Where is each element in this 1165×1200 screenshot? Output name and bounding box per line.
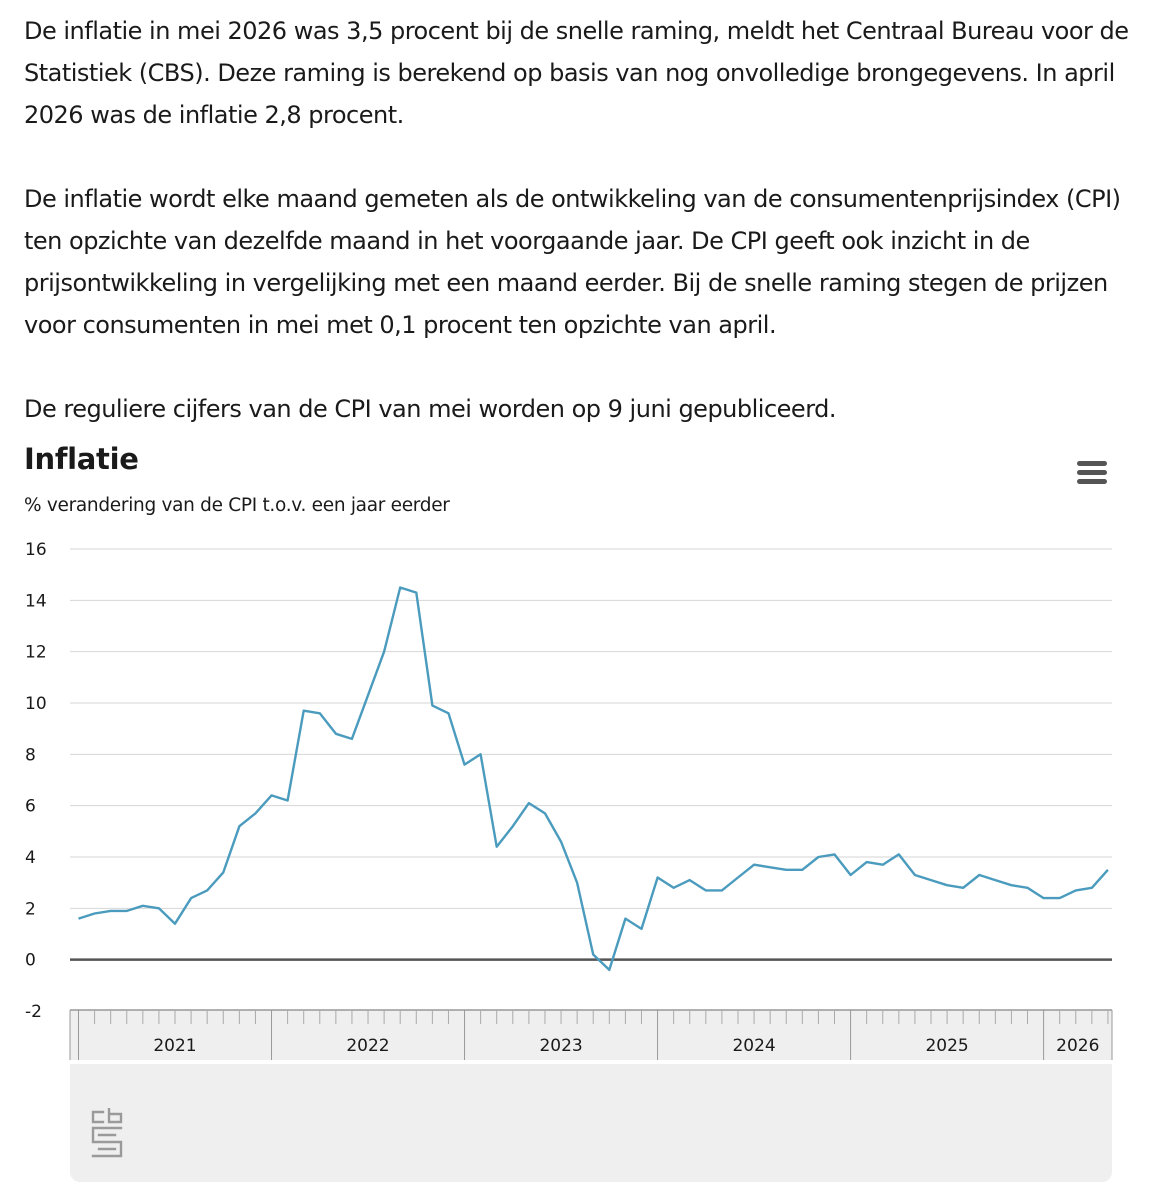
article-paragraph-1: De inflatie in mei 2026 was 3,5 procent … <box>24 17 1129 129</box>
y-tick-label: 6 <box>25 797 36 817</box>
x-tick-label: 2024 <box>732 1036 775 1056</box>
hamburger-menu-icon <box>1077 461 1107 484</box>
data-point[interactable] <box>880 862 886 868</box>
data-point[interactable] <box>992 877 998 883</box>
x-tick-label: 2021 <box>153 1036 196 1056</box>
data-point[interactable] <box>172 921 178 927</box>
cbs-logo-icon <box>91 1108 123 1158</box>
data-point[interactable] <box>397 585 403 591</box>
data-point[interactable] <box>76 916 82 922</box>
data-point[interactable] <box>269 792 275 798</box>
data-point[interactable] <box>622 916 628 922</box>
x-tick-label: 2023 <box>539 1036 582 1056</box>
data-point[interactable] <box>558 839 564 845</box>
data-point[interactable] <box>848 872 854 878</box>
x-tick-label: 2025 <box>925 1036 968 1056</box>
data-point[interactable] <box>542 810 548 816</box>
y-axis-ticks: -2 0 2 4 6 8 10 12 14 16 <box>25 540 47 1022</box>
data-point[interactable] <box>1089 885 1095 891</box>
data-point[interactable] <box>188 895 194 901</box>
data-point[interactable] <box>140 903 146 909</box>
data-point[interactable] <box>719 887 725 893</box>
data-point[interactable] <box>864 859 870 865</box>
x-axis: 2021 2022 2023 2024 2025 2026 <box>69 1009 1113 1060</box>
grid-lines <box>70 548 1112 961</box>
x-tick-label: 2026 <box>1056 1036 1099 1056</box>
y-tick-label: -2 <box>25 1002 42 1022</box>
data-point[interactable] <box>301 708 307 714</box>
article-body: De inflatie in mei 2026 was 3,5 procent … <box>24 10 1149 472</box>
chart-subtitle: % verandering van de CPI t.o.v. een jaar… <box>24 495 450 516</box>
data-point[interactable] <box>687 877 693 883</box>
data-point[interactable] <box>735 875 741 881</box>
data-point[interactable] <box>1041 895 1047 901</box>
data-point[interactable] <box>333 731 339 737</box>
chart-menu-button[interactable] <box>1074 458 1110 488</box>
data-point[interactable] <box>156 905 162 911</box>
data-point[interactable] <box>815 854 821 860</box>
y-tick-label: 8 <box>25 745 36 765</box>
y-tick-label: 10 <box>25 694 47 714</box>
data-point[interactable] <box>236 823 242 829</box>
data-point[interactable] <box>124 908 130 914</box>
series-line <box>78 586 1109 972</box>
data-point[interactable] <box>703 887 709 893</box>
data-point[interactable] <box>381 649 387 655</box>
data-point[interactable] <box>252 810 258 816</box>
data-point[interactable] <box>204 887 210 893</box>
data-point[interactable] <box>494 844 500 850</box>
data-point[interactable] <box>1105 867 1111 873</box>
data-point[interactable] <box>590 952 596 958</box>
data-point[interactable] <box>349 736 355 742</box>
data-point[interactable] <box>1073 887 1079 893</box>
data-point[interactable] <box>944 882 950 888</box>
y-tick-label: 0 <box>25 951 36 971</box>
data-point[interactable] <box>526 800 532 806</box>
series-layer <box>76 585 1111 973</box>
data-point[interactable] <box>751 862 757 868</box>
data-point[interactable] <box>1025 885 1031 891</box>
y-tick-label: 2 <box>25 899 36 919</box>
data-point[interactable] <box>912 872 918 878</box>
data-point[interactable] <box>832 851 838 857</box>
data-point[interactable] <box>896 851 902 857</box>
data-point[interactable] <box>767 864 773 870</box>
data-point[interactable] <box>478 751 484 757</box>
data-point[interactable] <box>655 875 661 881</box>
data-point[interactable] <box>799 867 805 873</box>
data-point[interactable] <box>960 885 966 891</box>
data-point[interactable] <box>783 867 789 873</box>
data-point[interactable] <box>976 872 982 878</box>
data-point[interactable] <box>574 880 580 886</box>
data-point[interactable] <box>671 885 677 891</box>
y-tick-label: 12 <box>25 643 47 663</box>
data-point[interactable] <box>928 877 934 883</box>
data-point[interactable] <box>429 703 435 709</box>
y-tick-label: 14 <box>25 591 47 611</box>
data-point[interactable] <box>446 710 452 716</box>
data-point[interactable] <box>510 823 516 829</box>
data-point[interactable] <box>317 710 323 716</box>
x-axis-band <box>70 1010 1112 1060</box>
data-point[interactable] <box>365 692 371 698</box>
y-tick-label: 16 <box>25 540 47 560</box>
data-point[interactable] <box>92 911 98 917</box>
data-point[interactable] <box>285 798 291 804</box>
article-paragraph-2: De inflatie wordt elke maand gemeten als… <box>24 185 1121 339</box>
x-tick-label: 2022 <box>346 1036 389 1056</box>
chart-title: Inflatie <box>24 442 139 476</box>
inflation-line-chart: -2 0 2 4 6 8 10 12 14 16 2021 2022 2023 2024 2025 2026 <box>25 540 1113 1060</box>
data-point[interactable] <box>462 762 468 768</box>
data-point[interactable] <box>413 590 419 596</box>
y-tick-label: 4 <box>25 848 36 868</box>
data-point[interactable] <box>606 967 612 973</box>
data-point[interactable] <box>220 869 226 875</box>
data-point[interactable] <box>1008 882 1014 888</box>
chart-navigator-panel <box>70 1064 1112 1182</box>
data-point[interactable] <box>639 926 645 932</box>
data-point[interactable] <box>108 908 114 914</box>
data-point[interactable] <box>1057 895 1063 901</box>
article-paragraph-3: De reguliere cijfers van de CPI van mei … <box>24 395 837 423</box>
